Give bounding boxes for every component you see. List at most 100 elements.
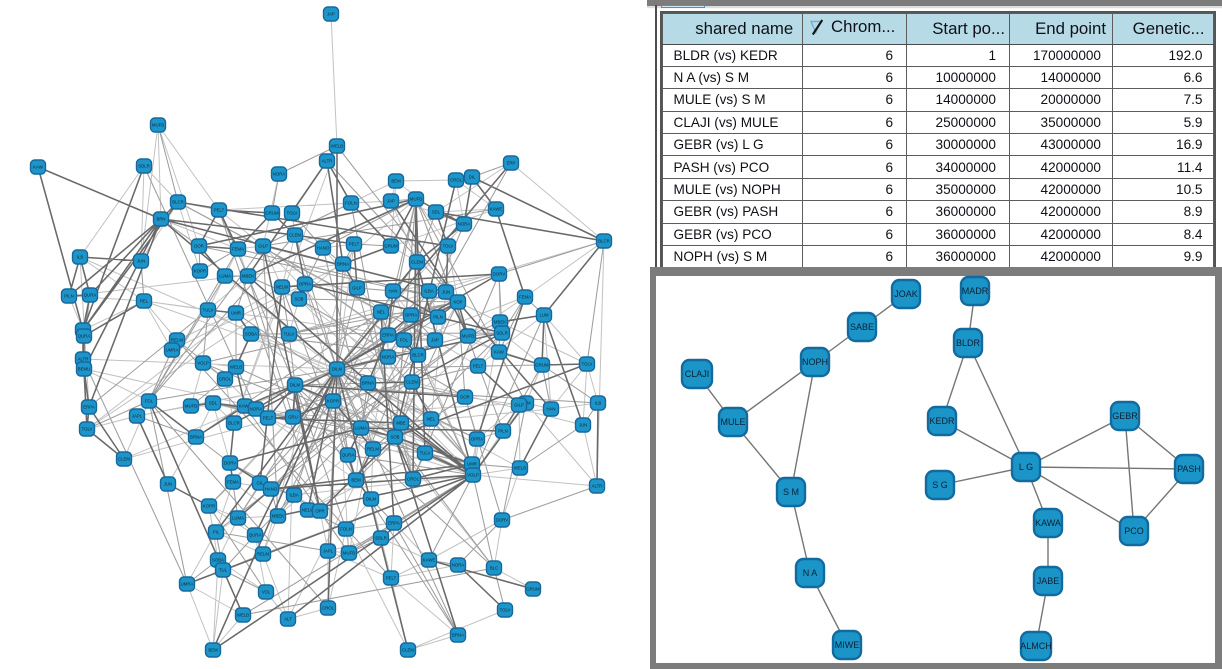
svg-text:ILB: ILB xyxy=(595,401,602,406)
svg-text:BRNA: BRNA xyxy=(337,262,349,267)
svg-text:OPRA: OPRA xyxy=(405,313,417,318)
svg-text:TULV: TULV xyxy=(420,451,431,456)
svg-text:UMRA: UMRA xyxy=(181,582,194,587)
svg-text:LUMA: LUMA xyxy=(355,426,367,431)
svg-text:DILM: DILM xyxy=(332,367,343,372)
svg-text:BEM: BEM xyxy=(391,179,401,184)
svg-text:KAW: KAW xyxy=(33,165,44,170)
svg-text:CLEM: CLEM xyxy=(402,648,414,653)
svg-text:OPR: OPR xyxy=(315,509,324,514)
svg-text:MBEK: MBEK xyxy=(242,274,254,279)
svg-text:PELT: PELT xyxy=(214,208,225,213)
svg-text:VOLP: VOLP xyxy=(197,361,209,366)
svg-text:QURA: QURA xyxy=(78,334,91,339)
svg-text:GEBR: GEBR xyxy=(1112,411,1138,421)
svg-text:KAWE: KAWE xyxy=(239,404,252,409)
svg-text:MUFB: MUFB xyxy=(462,334,474,339)
svg-text:OPRA: OPRA xyxy=(299,282,311,287)
svg-text:OPRA: OPRA xyxy=(471,437,483,442)
svg-text:PELT: PELT xyxy=(473,364,484,369)
svg-text:SABE: SABE xyxy=(850,322,874,332)
svg-text:JABE: JABE xyxy=(1037,576,1060,586)
svg-text:NELW: NELW xyxy=(276,285,289,290)
svg-text:CLAJI: CLAJI xyxy=(685,369,710,379)
svg-text:GILP: GILP xyxy=(352,286,362,291)
svg-text:RELM: RELM xyxy=(367,447,379,452)
svg-text:ERPA: ERPA xyxy=(83,405,95,410)
svg-text:N A: N A xyxy=(803,568,818,578)
svg-text:KEDR: KEDR xyxy=(929,416,955,426)
svg-text:JAP: JAP xyxy=(327,12,335,17)
svg-text:UMR: UMR xyxy=(467,462,477,467)
svg-text:TOLV: TOLV xyxy=(287,211,298,216)
svg-text:BRN: BRN xyxy=(156,217,165,222)
svg-text:L G: L G xyxy=(1019,462,1033,472)
svg-text:KAWE: KAWE xyxy=(490,207,503,212)
svg-text:MUFB: MUFB xyxy=(410,197,422,202)
svg-text:FOL: FOL xyxy=(145,399,154,404)
svg-text:MULE: MULE xyxy=(720,417,745,427)
svg-text:ERPA: ERPA xyxy=(388,521,400,526)
svg-text:SOB: SOB xyxy=(390,435,399,440)
svg-text:ALTR: ALTR xyxy=(592,484,603,489)
svg-text:CROL: CROL xyxy=(219,377,232,382)
svg-text:KOP: KOP xyxy=(453,300,462,305)
svg-text:VOL: VOL xyxy=(262,590,271,595)
svg-text:CLEM: CLEM xyxy=(406,380,418,385)
svg-text:PILN: PILN xyxy=(498,429,508,434)
svg-text:PILN: PILN xyxy=(433,315,443,320)
svg-text:TOLV: TOLV xyxy=(582,362,593,367)
svg-text:BEMU: BEMU xyxy=(78,367,90,372)
svg-text:NELW: NELW xyxy=(302,508,315,513)
svg-text:SOB: SOB xyxy=(294,297,303,302)
svg-text:HAN: HAN xyxy=(546,407,555,412)
svg-text:FEMA: FEMA xyxy=(227,480,239,485)
svg-text:FOL: FOL xyxy=(400,338,409,343)
svg-text:HAN: HAN xyxy=(388,289,397,294)
svg-text:LUM: LUM xyxy=(539,313,548,318)
svg-text:GIL: GIL xyxy=(257,481,265,486)
svg-text:DORV: DORV xyxy=(496,518,508,523)
svg-text:GRUM: GRUM xyxy=(526,587,540,592)
svg-text:DORV: DORV xyxy=(493,272,505,277)
svg-text:QURA: QURA xyxy=(84,293,97,298)
svg-text:KAWA: KAWA xyxy=(1035,518,1061,528)
svg-text:ALTR: ALTR xyxy=(322,159,333,164)
svg-text:NEL: NEL xyxy=(377,310,386,315)
svg-text:QURA: QURA xyxy=(342,453,355,458)
svg-text:JAP: JAP xyxy=(431,338,439,343)
svg-text:CROL: CROL xyxy=(322,606,335,611)
svg-text:BLCR: BLCR xyxy=(228,421,239,426)
svg-text:KOPR: KOPR xyxy=(194,269,206,274)
svg-text:MUFB: MUFB xyxy=(152,123,164,128)
svg-text:HANO: HANO xyxy=(317,246,330,251)
svg-text:REL: REL xyxy=(140,299,149,304)
svg-text:MUFB: MUFB xyxy=(185,404,197,409)
svg-text:SDLR: SDLR xyxy=(496,331,507,336)
svg-text:BLDR: BLDR xyxy=(956,338,981,348)
svg-text:UMRA: UMRA xyxy=(166,348,179,353)
svg-text:TUL: TUL xyxy=(219,568,228,573)
svg-text:JAP: JAP xyxy=(387,199,395,204)
svg-text:PELT: PELT xyxy=(263,416,274,421)
svg-text:CLEM: CLEM xyxy=(411,260,423,265)
svg-text:KOPR: KOPR xyxy=(327,399,339,404)
svg-text:MADR: MADR xyxy=(962,286,989,296)
svg-text:BLC: BLC xyxy=(490,566,498,571)
svg-text:ERPA: ERPA xyxy=(382,333,394,338)
svg-text:DILM: DILM xyxy=(366,497,377,502)
svg-text:DORV: DORV xyxy=(224,461,236,466)
svg-text:ALMCH: ALMCH xyxy=(1020,641,1052,651)
svg-text:NEL: NEL xyxy=(427,417,436,422)
svg-text:WELB: WELB xyxy=(237,613,249,618)
svg-text:S G: S G xyxy=(932,480,948,490)
svg-text:CROL: CROL xyxy=(407,477,420,482)
svg-text:SDLR: SDLR xyxy=(138,164,149,169)
svg-text:GRUM: GRUM xyxy=(265,211,279,216)
svg-text:FOLN: FOLN xyxy=(340,527,351,532)
svg-text:NORA: NORA xyxy=(382,355,395,360)
svg-text:DIL: DIL xyxy=(469,175,476,180)
svg-text:MUFB: MUFB xyxy=(343,551,355,556)
svg-text:MBEK: MBEK xyxy=(272,514,284,519)
svg-text:NORA: NORA xyxy=(250,407,263,412)
